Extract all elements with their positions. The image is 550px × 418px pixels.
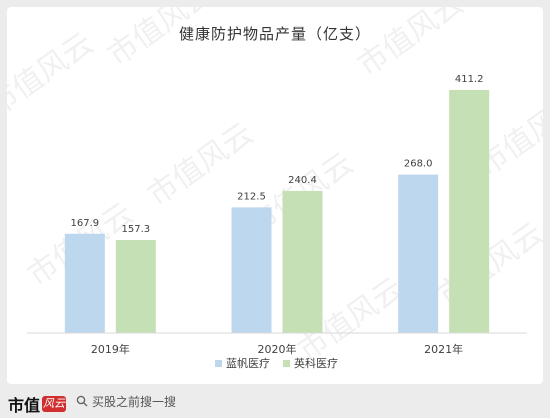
legend-layer: 蓝帆医疗 英科医疗 — [215, 356, 338, 370]
bar — [115, 240, 156, 333]
x-tick-label: 2021年 — [424, 342, 463, 356]
search-icon — [76, 395, 88, 407]
bars-layer — [64, 89, 490, 333]
bar — [398, 174, 439, 333]
bar — [64, 233, 105, 333]
axis-layer: 2019年 2020年 2021年 — [27, 332, 527, 356]
search-text: 买股之前搜一搜 — [92, 394, 177, 409]
chart-panel: 市值风云市值风云市值风云市值风云市值风云市值风云市值风云市值风云市值风云 167… — [7, 7, 543, 384]
x-tick-label: 2019年 — [91, 342, 130, 356]
legend-label: 英科医疗 — [294, 356, 338, 370]
logo-text: 市值 — [8, 396, 41, 415]
data-label: 268.0 — [404, 159, 433, 170]
bar — [282, 190, 323, 333]
data-label: 157.3 — [122, 224, 151, 235]
bar — [449, 89, 490, 333]
x-tick-label: 2020年 — [258, 342, 297, 356]
search-hint[interactable]: 买股之前搜一搜 — [76, 391, 182, 411]
data-label: 212.5 — [237, 191, 266, 202]
footer-bar: 市值 风云 买股之前搜一搜 — [0, 384, 550, 418]
chart-svg: 市值风云市值风云市值风云市值风云市值风云市值风云市值风云市值风云市值风云 167… — [7, 7, 543, 370]
watermark-text: 市值风云 — [352, 7, 470, 84]
logo-seal: 风云 — [42, 396, 67, 412]
bar — [231, 207, 272, 333]
chart-title: 健康防护物品产量（亿支） — [178, 25, 371, 43]
legend-label: 蓝帆医疗 — [226, 356, 270, 370]
data-label: 240.4 — [288, 175, 317, 186]
data-label: 411.2 — [455, 74, 484, 85]
brand-logo: 市值 风云 — [8, 392, 67, 416]
legend-swatch — [215, 360, 222, 367]
labels-layer: 167.9 157.3 212.5 240.4 268.0 411.2 — [71, 74, 484, 235]
legend-swatch — [283, 360, 290, 367]
data-label: 167.9 — [71, 218, 100, 229]
